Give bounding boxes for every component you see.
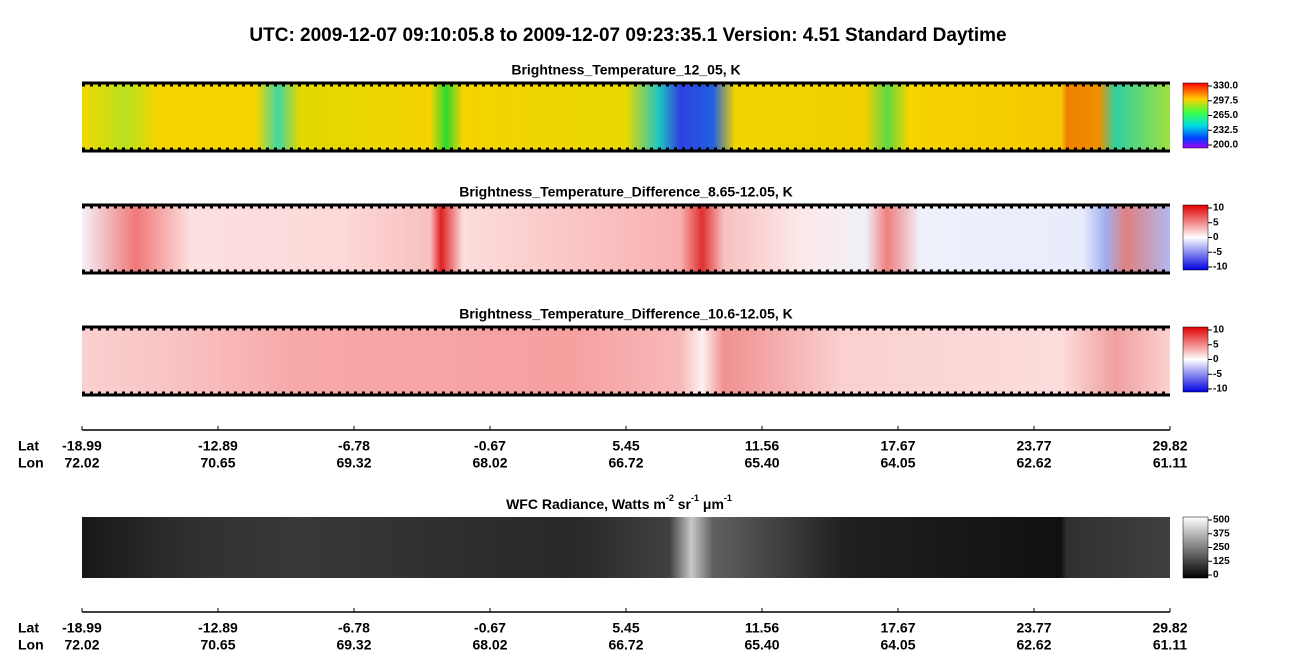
lon-value: 61.11 xyxy=(1153,455,1187,471)
lon-value: 66.72 xyxy=(608,637,643,653)
lat-value: -0.67 xyxy=(474,438,506,454)
colorbar-label: 375 xyxy=(1213,528,1230,539)
lat-value: 17.67 xyxy=(880,438,915,454)
panel-title: Brightness_Temperature_Difference_8.65-1… xyxy=(459,184,793,200)
title-part: μm xyxy=(699,496,724,512)
colorbar xyxy=(1182,326,1209,393)
lat-value: -6.78 xyxy=(338,620,370,636)
page-title: UTC: 2009-12-07 09:10:05.8 to 2009-12-07… xyxy=(249,25,1006,46)
lon-value: 70.65 xyxy=(200,637,235,653)
panel-title: WFC Radiance, Watts m-2 sr-1 μm-1 xyxy=(506,493,732,511)
panel-title: Brightness_Temperature_Difference_10.6-1… xyxy=(459,306,793,322)
colorbar-label: 265.0 xyxy=(1213,110,1238,121)
title-part: WFC Radiance, Watts m xyxy=(506,496,666,512)
colorbar-label: -5 xyxy=(1213,369,1222,380)
colorbar xyxy=(1182,204,1209,271)
lat-value: -12.89 xyxy=(198,438,238,454)
colorbar-label: 5 xyxy=(1213,217,1219,228)
lat-value: -18.99 xyxy=(62,620,102,636)
colorbar-label: 297.5 xyxy=(1213,95,1238,106)
lon-value: 70.65 xyxy=(200,455,235,471)
colorbar-label: 330.0 xyxy=(1213,81,1238,92)
colorbar-label: 125 xyxy=(1213,556,1230,567)
lat-value: 29.82 xyxy=(1152,438,1187,454)
colorbar-label: -10 xyxy=(1213,384,1228,395)
lat-value: 5.45 xyxy=(612,620,639,636)
title-part: -1 xyxy=(691,493,699,503)
colorbar-label: 500 xyxy=(1213,515,1230,526)
title-part: sr xyxy=(674,496,692,512)
colorbar-label: 10 xyxy=(1213,325,1225,336)
lat-label: Lat xyxy=(18,620,39,636)
lat-label: Lat xyxy=(18,438,39,454)
lon-value: 66.72 xyxy=(608,455,643,471)
lat-value: 11.56 xyxy=(745,620,779,636)
colorbar-label: -10 xyxy=(1213,262,1228,273)
lon-value: 62.62 xyxy=(1016,455,1051,471)
lat-value: -18.99 xyxy=(62,438,102,454)
colorbar-label: 200.0 xyxy=(1213,140,1238,151)
panel-title: Brightness_Temperature_12_05, K xyxy=(511,62,740,78)
lon-value: 72.02 xyxy=(64,455,99,471)
lon-value: 69.32 xyxy=(336,455,371,471)
colorbar-label: 5 xyxy=(1213,339,1219,350)
lat-value: 23.77 xyxy=(1016,438,1051,454)
colorbar xyxy=(1182,82,1209,149)
colorbar-label: 0 xyxy=(1213,354,1219,365)
lon-value: 64.05 xyxy=(880,637,915,653)
lon-value: 68.02 xyxy=(472,637,507,653)
lon-value: 72.02 xyxy=(64,637,99,653)
colorbar-label: 0 xyxy=(1213,570,1219,581)
lon-value: 65.40 xyxy=(744,637,779,653)
data-strip xyxy=(82,83,1170,151)
colorbar-label: 0 xyxy=(1213,232,1219,243)
lon-value: 65.40 xyxy=(744,455,779,471)
colorbar xyxy=(1182,516,1209,579)
lon-value: 64.05 xyxy=(880,455,915,471)
lat-value: 17.67 xyxy=(880,620,915,636)
data-strip xyxy=(82,205,1170,273)
colorbar-label: 250 xyxy=(1213,542,1230,553)
colorbar-label: 10 xyxy=(1213,203,1225,214)
lat-value: 5.45 xyxy=(612,438,639,454)
lon-value: 68.02 xyxy=(472,455,507,471)
lon-label: Lon xyxy=(18,637,44,653)
lat-value: -12.89 xyxy=(198,620,238,636)
lon-value: 62.62 xyxy=(1016,637,1051,653)
lon-value: 69.32 xyxy=(336,637,371,653)
colorbar-label: 232.5 xyxy=(1213,125,1238,136)
lon-value: 61.11 xyxy=(1153,637,1187,653)
lat-value: -0.67 xyxy=(474,620,506,636)
data-strip xyxy=(82,517,1170,578)
lon-label: Lon xyxy=(18,455,44,471)
lat-value: 29.82 xyxy=(1152,620,1187,636)
lat-value: -6.78 xyxy=(338,438,370,454)
lat-value: 11.56 xyxy=(745,438,779,454)
title-part: -1 xyxy=(724,493,732,503)
lat-value: 23.77 xyxy=(1016,620,1051,636)
data-strip xyxy=(82,327,1170,395)
title-part: -2 xyxy=(666,493,674,503)
colorbar-label: -5 xyxy=(1213,247,1222,258)
